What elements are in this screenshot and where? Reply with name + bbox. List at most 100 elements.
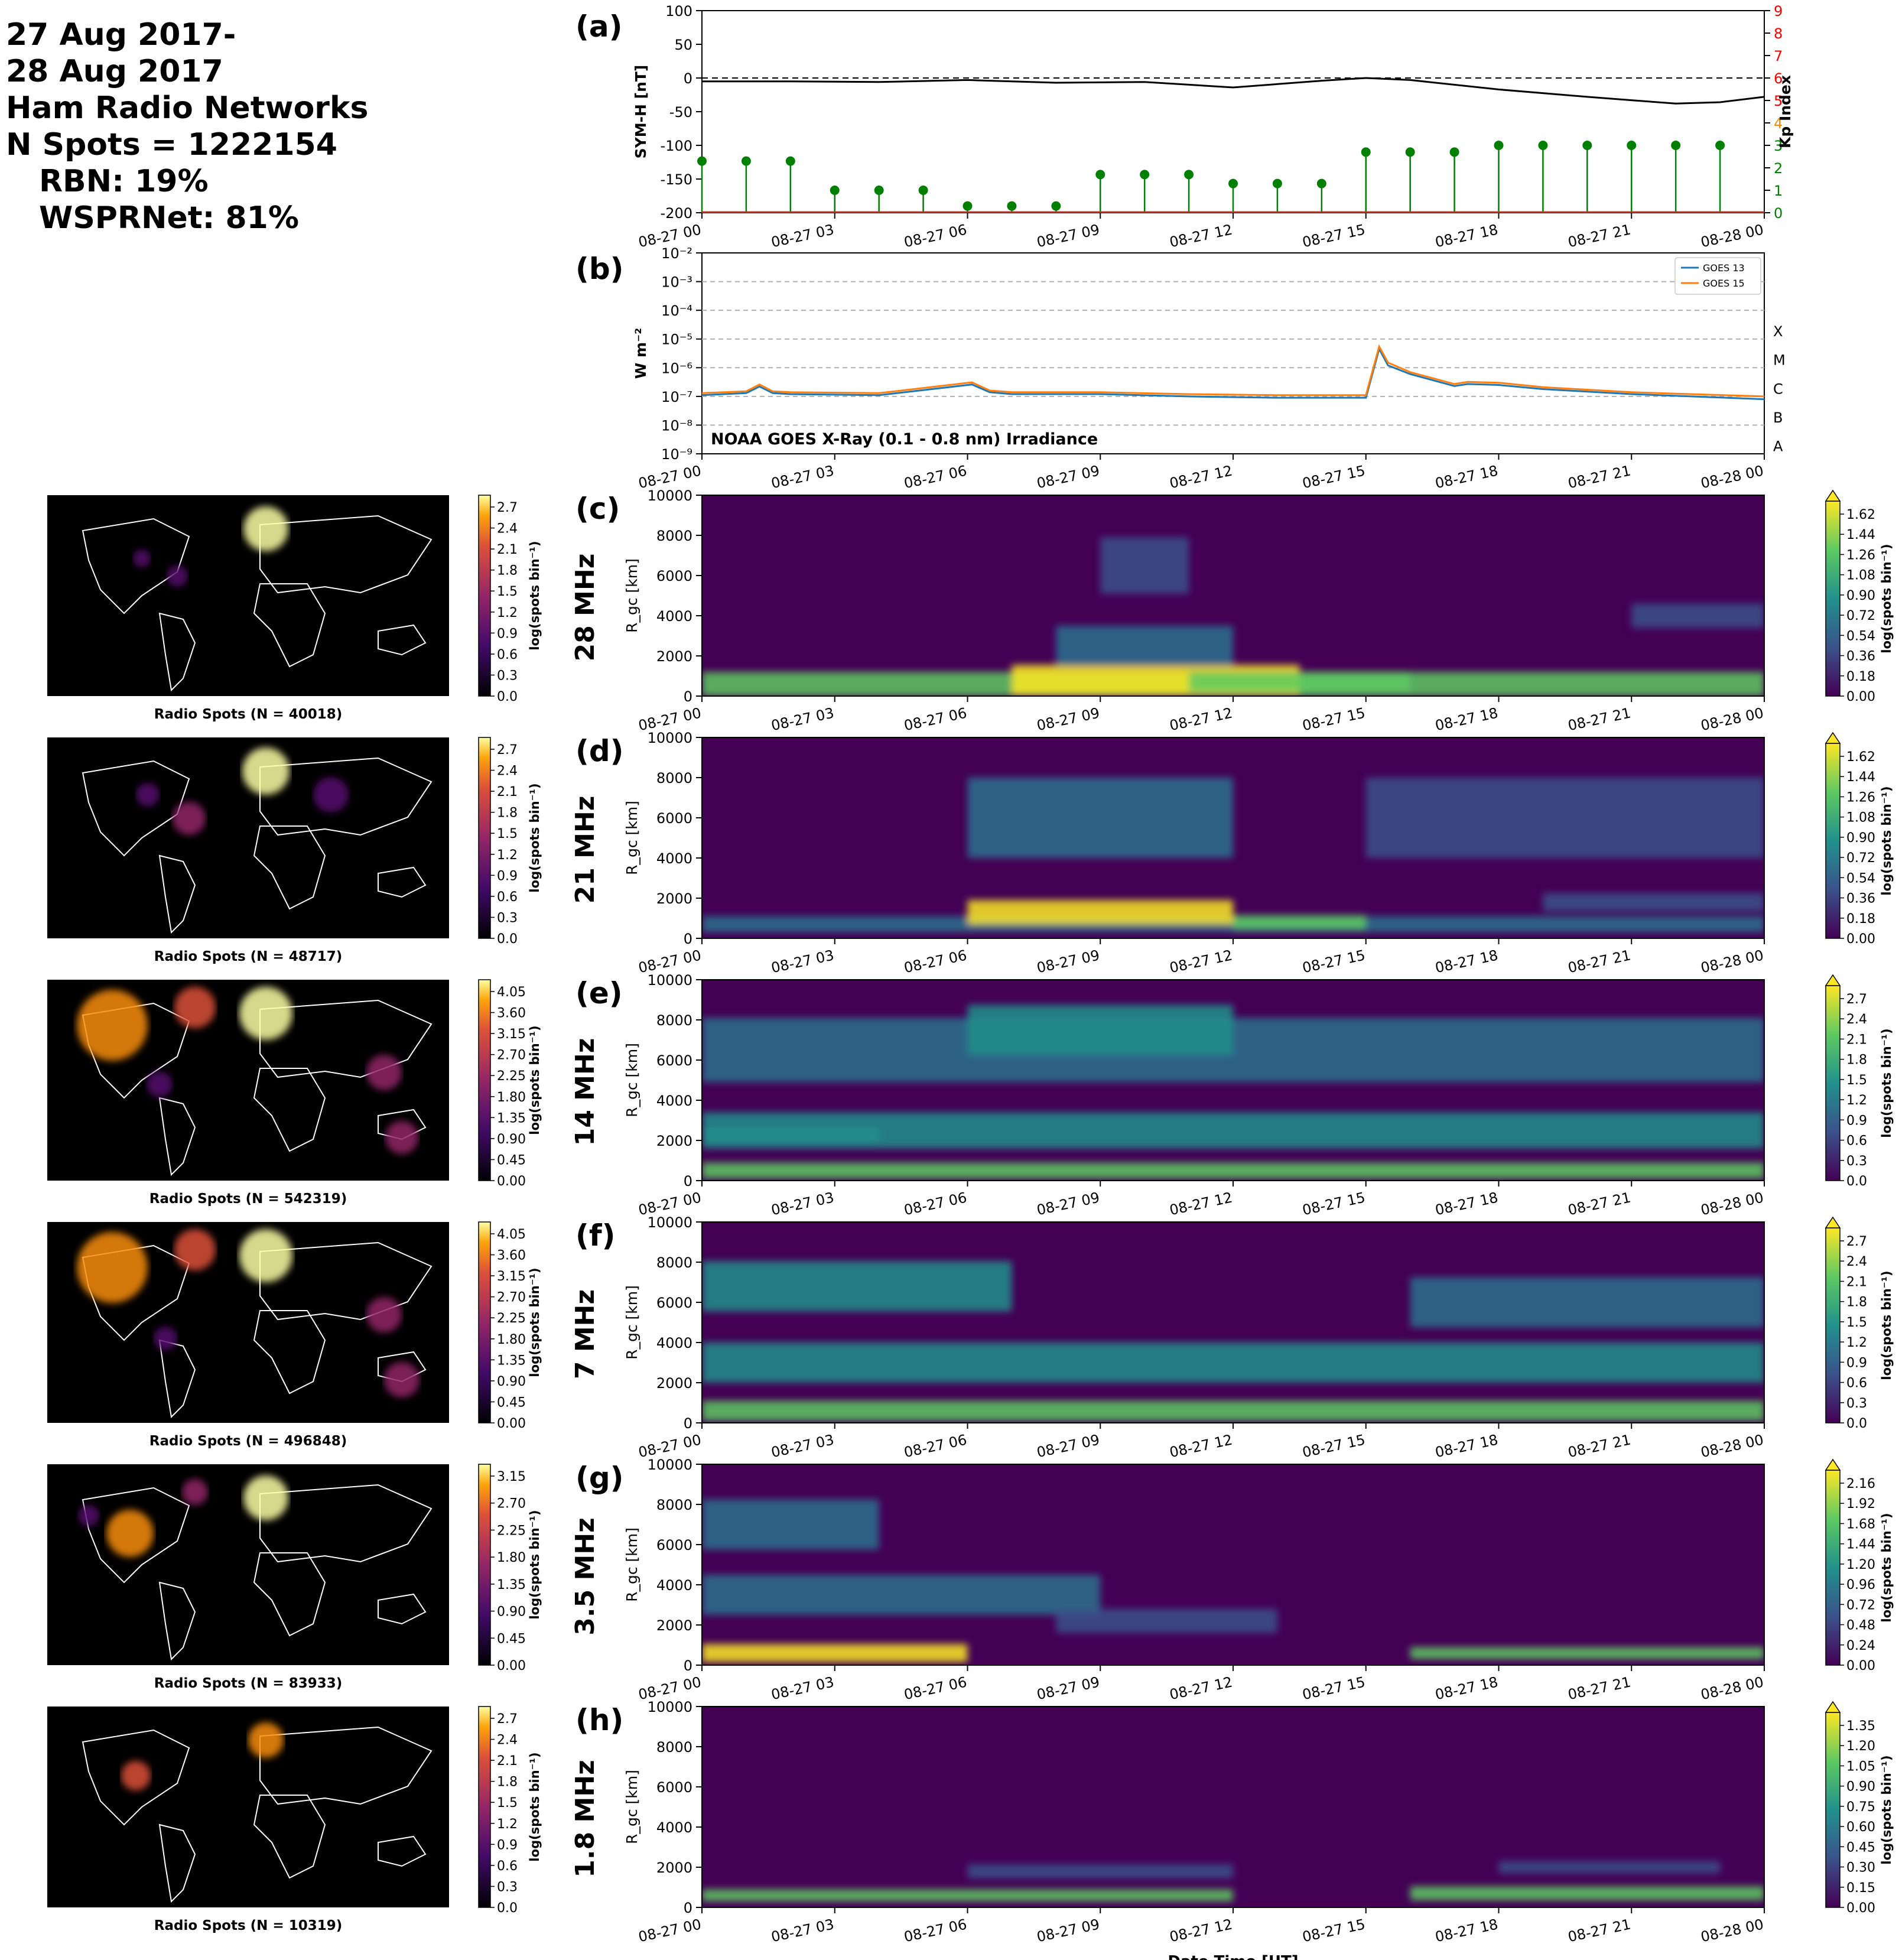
goes-line bbox=[701, 346, 1765, 401]
map-colorbar-label: log(spots bin⁻¹) bbox=[528, 1752, 542, 1861]
colorbar-tick-label: 1.44 bbox=[1846, 528, 1875, 542]
colorbar-extend bbox=[1825, 974, 1841, 986]
x-tick-label: 08-27 09 bbox=[1035, 221, 1101, 251]
band-label: 21 MHz bbox=[570, 796, 600, 904]
y-tick-label: 8000 bbox=[656, 1739, 692, 1756]
x-tick-label: 08-27 18 bbox=[1433, 1189, 1499, 1218]
y-axis-title: R_gc [km] bbox=[623, 801, 640, 875]
y-tick-label: 0 bbox=[684, 1900, 692, 1916]
map-colorbar-tick-label: 3.15 bbox=[497, 1269, 526, 1284]
x-tick-label: 08-27 09 bbox=[1035, 1916, 1101, 1945]
coastline bbox=[158, 1097, 196, 1176]
panel-a-symh-kp: 100 50 0 -50 -100 -150 -200 SYM-H [nT] 0 1 2 3 4 5 6 7 8… bbox=[575, 3, 1794, 251]
panel-h-heatmap: 10000 8000 6000 4000 2000 0 R_gc [km] 1.8 MHz (h… bbox=[47, 1699, 1894, 1960]
map-title: Radio Spots (N = 40018) bbox=[154, 707, 343, 722]
x-tick-label: 08-28 00 bbox=[1699, 221, 1765, 251]
world-map bbox=[47, 737, 449, 938]
x-tick-label: 08-27 12 bbox=[1168, 704, 1234, 734]
heatmap-cell bbox=[702, 1261, 1012, 1312]
heatmap-cell bbox=[702, 1644, 968, 1662]
spot-density bbox=[167, 565, 188, 587]
map-colorbar-tick-label: 1.8 bbox=[497, 1775, 518, 1790]
panel-label: (b) bbox=[575, 252, 624, 286]
spot-density bbox=[384, 1362, 420, 1397]
y-tick-label: 2000 bbox=[656, 1375, 692, 1392]
map-colorbar-tick-label: 2.70 bbox=[497, 1291, 526, 1305]
header-date-start: 27 Aug 2017- bbox=[6, 17, 236, 53]
x-tick-label: 08-27 21 bbox=[1566, 1916, 1632, 1945]
x-tick-label: 08-27 12 bbox=[1168, 1431, 1234, 1461]
x-tick-label: 08-27 21 bbox=[1566, 947, 1632, 976]
heatmap-cell bbox=[702, 1127, 879, 1142]
colorbar-label: log(spots bin⁻¹) bbox=[1880, 544, 1894, 653]
colorbar-tick-label: 0.00 bbox=[1846, 1659, 1875, 1673]
x-tick-label: 08-27 09 bbox=[1035, 462, 1101, 492]
x-tick-label: 08-27 18 bbox=[1433, 1431, 1499, 1461]
map-colorbar-tick-label: 0.9 bbox=[497, 1838, 518, 1852]
colorbar-tick-label: 0.6 bbox=[1846, 1134, 1867, 1149]
coastline bbox=[259, 757, 433, 836]
map-colorbar-label: log(spots bin⁻¹) bbox=[528, 1510, 542, 1619]
flare-class-label: B bbox=[1773, 409, 1783, 426]
map-colorbar bbox=[478, 1464, 491, 1666]
colorbar-tick-label: 0.24 bbox=[1846, 1639, 1875, 1653]
y-tick-label: -150 bbox=[661, 171, 692, 188]
map-colorbar-tick-label: 3.60 bbox=[497, 1249, 526, 1263]
map-colorbar-tick-label: 1.2 bbox=[497, 848, 518, 863]
header-rbn-share: RBN: 19% bbox=[39, 164, 209, 199]
colorbar-tick-label: 1.68 bbox=[1846, 1517, 1875, 1532]
kp-marker bbox=[874, 186, 884, 195]
colorbar-tick-label: 0.00 bbox=[1846, 932, 1875, 947]
colorbar-tick-label: 1.26 bbox=[1846, 548, 1875, 563]
colorbar-tick-label: 2.4 bbox=[1846, 1012, 1867, 1027]
y-tick-label: 4000 bbox=[656, 1819, 692, 1836]
y-tick-label: 0 bbox=[684, 1657, 692, 1674]
heatmap-features bbox=[702, 1861, 1764, 1902]
map-colorbar-tick-label: 2.1 bbox=[497, 785, 518, 799]
x-tick-label: 08-27 15 bbox=[1301, 1916, 1367, 1945]
colorbar-extend bbox=[1825, 1458, 1841, 1471]
map-colorbar-tick-label: 0.9 bbox=[497, 869, 518, 883]
band-label: 28 MHz bbox=[570, 554, 600, 662]
colorbar-tick-label: 0.72 bbox=[1846, 1598, 1875, 1613]
map-colorbar-tick-label: 0.6 bbox=[497, 648, 518, 662]
y-tick-label: 4000 bbox=[656, 1093, 692, 1109]
colorbar-tick-label: 2.4 bbox=[1846, 1254, 1867, 1269]
colorbar-tick-label: 0.45 bbox=[1846, 1840, 1875, 1855]
y-tick-label: 10000 bbox=[648, 1457, 692, 1473]
colorbar-tick-label: 0.90 bbox=[1846, 831, 1875, 846]
map-colorbar bbox=[478, 1221, 491, 1423]
panel-c-heatmap: 10000 8000 6000 4000 2000 0 R_gc [km] 28 MHz (c)… bbox=[47, 487, 1894, 734]
colorbar-tick-label: 1.08 bbox=[1846, 811, 1875, 825]
panel-d-heatmap: 10000 8000 6000 4000 2000 0 R_gc [km] 21 MHz (d)… bbox=[47, 730, 1894, 976]
kp-marker bbox=[1449, 147, 1459, 157]
x-tick-label: 08-28 00 bbox=[1699, 1916, 1765, 1945]
map-colorbar-tick-label: 0.90 bbox=[497, 1605, 526, 1620]
map-colorbar-tick-label: 0.45 bbox=[497, 1631, 526, 1646]
heatmap-cell bbox=[1233, 915, 1366, 929]
colorbar-tick-label: 0.0 bbox=[1846, 1174, 1867, 1189]
kp-marker bbox=[1051, 201, 1061, 211]
map-colorbar bbox=[478, 1706, 491, 1908]
x-tick-label: 08-27 18 bbox=[1433, 221, 1499, 251]
spot-density bbox=[174, 987, 216, 1028]
map-colorbar-tick-label: 0.90 bbox=[497, 1132, 526, 1147]
spot-density bbox=[174, 1229, 216, 1270]
colorbar-tick-label: 0.54 bbox=[1846, 629, 1875, 643]
x-tick-label: 08-27 03 bbox=[770, 462, 835, 492]
kp-marker bbox=[1007, 201, 1017, 211]
map-colorbar-tick-label: 0.0 bbox=[497, 1901, 518, 1916]
x-tick-label: 08-27 03 bbox=[770, 1431, 835, 1461]
colorbar-tick-label: 0.15 bbox=[1846, 1881, 1875, 1896]
colorbar-label: log(spots bin⁻¹) bbox=[1880, 1755, 1894, 1864]
colorbar-tick-label: 0.3 bbox=[1846, 1396, 1867, 1411]
spot-density bbox=[243, 506, 288, 551]
map-colorbar-tick-label: 0.3 bbox=[497, 668, 518, 683]
y2-tick-label: 9 bbox=[1774, 3, 1783, 19]
xray-annotation: NOAA GOES X-Ray (0.1 - 0.8 nm) Irradianc… bbox=[711, 430, 1098, 448]
colorbar-tick-label: 0.3 bbox=[1846, 1154, 1867, 1169]
y-axis-title: R_gc [km] bbox=[623, 1043, 640, 1117]
y-tick-label: 0 bbox=[684, 70, 692, 87]
flare-class-label: M bbox=[1773, 352, 1786, 369]
